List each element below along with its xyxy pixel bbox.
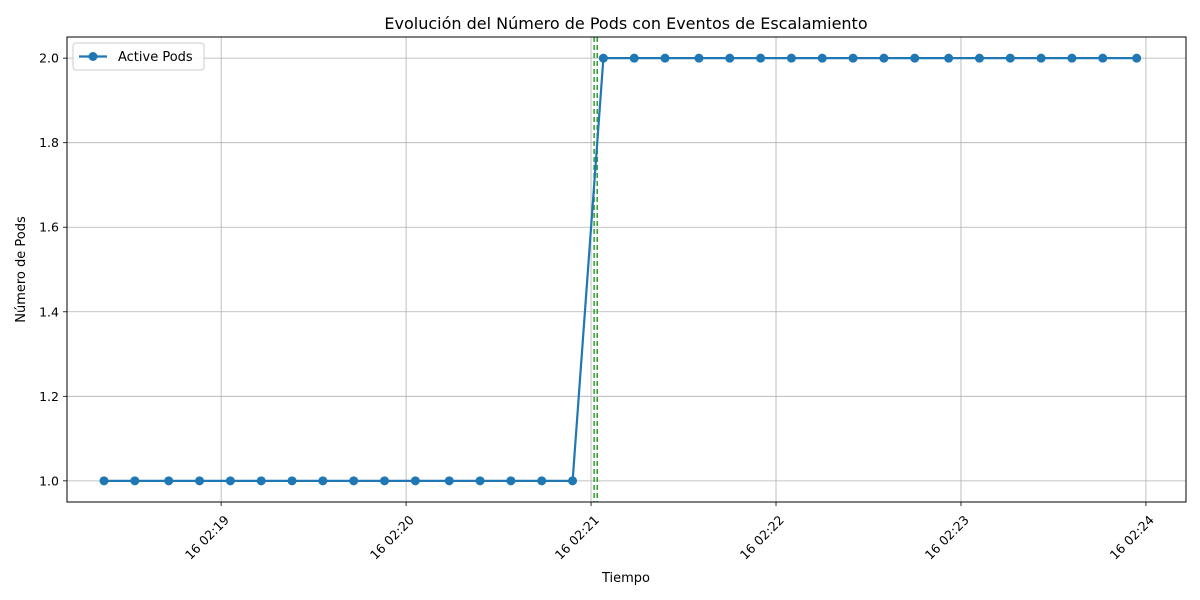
- legend-marker: [88, 52, 98, 61]
- data-point: [879, 53, 889, 63]
- data-point: [506, 476, 516, 486]
- data-point: [974, 53, 984, 63]
- data-point: [1005, 53, 1015, 63]
- data-point: [1067, 53, 1077, 63]
- data-point: [225, 476, 235, 486]
- data-point: [786, 53, 796, 63]
- data-point: [756, 53, 766, 63]
- data-point: [99, 476, 109, 486]
- y-tick-label: 1.0: [39, 473, 59, 488]
- data-point: [694, 53, 704, 63]
- series-layer: [99, 53, 1142, 486]
- data-point: [629, 53, 639, 63]
- y-tick-label: 1.6: [39, 220, 59, 235]
- data-point: [817, 53, 827, 63]
- chart-title: Evolución del Número de Pods con Eventos…: [384, 14, 867, 33]
- data-point: [318, 476, 328, 486]
- y-tick-label: 2.0: [39, 51, 59, 66]
- data-point: [568, 476, 578, 486]
- scaling-events: [593, 37, 598, 502]
- data-point: [287, 476, 297, 486]
- y-axis: 1.0 1.2 1.4 1.6 1.8 2.0: [39, 51, 67, 488]
- plot-frame: [66, 36, 1187, 503]
- legend-label: Active Pods: [118, 50, 193, 65]
- data-point: [1036, 53, 1046, 63]
- data-point: [444, 476, 454, 486]
- y-tick-label: 1.8: [39, 135, 59, 150]
- data-point: [537, 476, 547, 486]
- data-point: [1098, 53, 1108, 63]
- data-point: [475, 476, 485, 486]
- y-tick-label: 1.4: [39, 304, 59, 319]
- y-axis-label: Número de Pods: [14, 216, 29, 323]
- data-point: [256, 476, 266, 486]
- data-point: [598, 53, 608, 63]
- data-point: [725, 53, 735, 63]
- data-point: [848, 53, 858, 63]
- grid: [67, 37, 1186, 502]
- data-point: [380, 476, 390, 486]
- data-point: [910, 53, 920, 63]
- data-point: [410, 476, 420, 486]
- y-tick-label: 1.2: [39, 389, 59, 404]
- data-point: [130, 476, 140, 486]
- data-point: [349, 476, 359, 486]
- x-axis-label: Tiempo: [601, 571, 650, 586]
- data-point: [660, 53, 670, 63]
- data-point: [195, 476, 205, 486]
- legend: Active Pods: [72, 42, 205, 71]
- data-point: [944, 53, 954, 63]
- data-point: [164, 476, 174, 486]
- legend-box: [72, 42, 205, 71]
- series-line-active-pods: [104, 56, 1137, 482]
- data-point: [1132, 53, 1142, 63]
